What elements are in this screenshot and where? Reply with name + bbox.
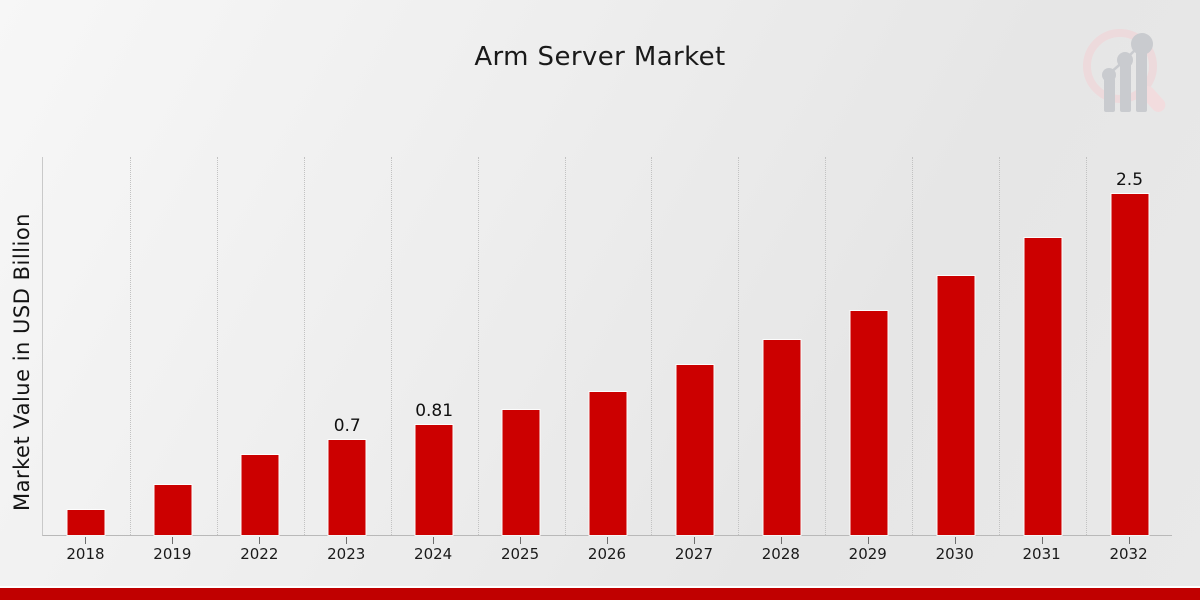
bar-2031[interactable]: [1024, 237, 1062, 535]
x-tick-label-2029: 2029: [848, 545, 887, 563]
bar-slot: [130, 157, 217, 535]
x-tick-label-2018: 2018: [66, 545, 105, 563]
gridline: [564, 157, 567, 535]
bar-slot: [825, 157, 912, 535]
plot-area: 0.7 0.81 2.5: [42, 157, 1172, 536]
bar-slot: 2.5: [1086, 157, 1173, 535]
bar-2032[interactable]: [1111, 194, 1149, 535]
bar-slot: 0.7: [304, 157, 391, 535]
x-tick-label-2027: 2027: [674, 545, 714, 563]
x-tick-label-2031: 2031: [1022, 545, 1061, 563]
bar-slot: [478, 157, 565, 535]
x-tick-label-2028: 2028: [761, 545, 800, 563]
footer-divider: [0, 586, 1200, 588]
x-tick-mark: [954, 537, 956, 544]
x-tick-mark: [693, 537, 695, 544]
gridline: [390, 157, 393, 535]
bar-slot: [738, 157, 825, 535]
bar-slot: 0.81: [391, 157, 478, 535]
x-tick-mark: [867, 537, 869, 544]
x-tick-label-2022: 2022: [240, 545, 279, 563]
x-tick-label-2023: 2023: [327, 545, 366, 563]
bar-slot: [217, 157, 304, 535]
bar-slot: [999, 157, 1086, 535]
magnifier-bar-chart-icon: [1074, 22, 1178, 126]
bar-value-label-2032: 2.5: [1115, 170, 1144, 191]
gridline: [1086, 157, 1088, 535]
bar-slot: [912, 157, 999, 535]
gridline: [825, 157, 827, 535]
gridline: [129, 157, 132, 535]
bar-2026[interactable]: [589, 391, 627, 535]
x-tick-label-2025: 2025: [500, 545, 540, 563]
x-tick-mark: [433, 537, 435, 544]
x-tick-label-2030: 2030: [935, 545, 974, 563]
x-tick-mark: [172, 537, 174, 544]
gridline: [303, 157, 306, 535]
x-tick-mark: [85, 537, 87, 544]
bar-2025[interactable]: [502, 409, 540, 535]
x-tick-mark: [1041, 537, 1043, 544]
x-tick-label-2026: 2026: [587, 545, 627, 563]
bar-2018[interactable]: [67, 510, 105, 535]
bar-2030[interactable]: [937, 275, 975, 535]
bar-2023[interactable]: [328, 439, 366, 535]
x-tick-label-2019: 2019: [153, 545, 192, 563]
bar-value-label-2024: 0.81: [415, 400, 454, 421]
x-tick-label-2024: 2024: [414, 545, 453, 563]
bar-value-label-2023: 0.7: [333, 415, 361, 436]
x-tick-mark: [607, 537, 608, 544]
gridline: [999, 157, 1001, 535]
x-tick-mark: [1128, 537, 1130, 544]
x-tick-mark: [780, 537, 782, 544]
x-tick-label-2032: 2032: [1109, 545, 1148, 563]
x-tick-mark: [346, 537, 348, 544]
gridline: [651, 157, 653, 535]
bar-2028[interactable]: [763, 340, 801, 535]
gridline: [738, 157, 740, 535]
bar-slot: [651, 157, 738, 535]
gridline: [477, 157, 480, 535]
bar-slot: [43, 157, 130, 535]
gridline: [912, 157, 914, 535]
x-tick-mark: [520, 537, 522, 544]
page-title: Arm Server Market: [474, 42, 726, 72]
bar-2027[interactable]: [676, 364, 714, 535]
y-axis-title: Market Value in USD Billion: [10, 213, 34, 511]
gridline: [216, 157, 219, 535]
x-tick-mark: [259, 537, 261, 544]
bar-2024[interactable]: [415, 424, 453, 535]
footer-accent-bar: [0, 588, 1200, 600]
bar-2029[interactable]: [850, 311, 888, 535]
bar-2022[interactable]: [241, 454, 279, 535]
bar-slot: [565, 157, 652, 535]
bar-2019[interactable]: [154, 484, 192, 535]
